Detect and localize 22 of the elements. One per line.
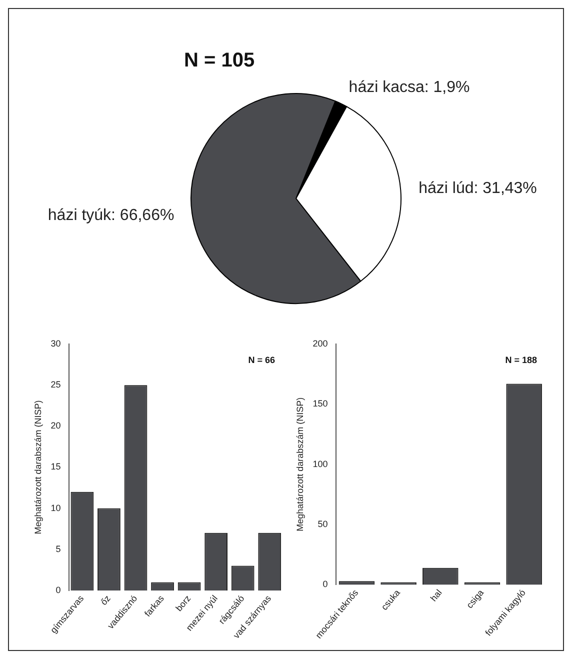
slice-label: házi kacsa: 1,9% xyxy=(348,78,470,96)
y-tick-label: 20 xyxy=(50,420,61,431)
y-tick-label: 0 xyxy=(322,579,328,590)
y-tick-label: 15 xyxy=(50,462,61,472)
chart-title: N = 105 xyxy=(184,50,255,72)
y-tick-label: 0 xyxy=(56,584,61,595)
y-tick-label: 25 xyxy=(50,380,61,390)
y-tick-label: 200 xyxy=(312,338,328,348)
y-tick-label: 5 xyxy=(56,544,61,554)
y-tick-label: 30 xyxy=(50,338,61,348)
y-tick-label: 10 xyxy=(50,502,61,513)
y-axis-title: Meghatározott darabszám (NISP) xyxy=(32,400,43,534)
y-tick-label: 50 xyxy=(318,519,328,530)
annotation: N = 188 xyxy=(505,354,537,365)
x-tick-label: őz xyxy=(98,592,113,608)
slice-label: házi tyúk: 66,66% xyxy=(48,207,174,224)
annotation: N = 66 xyxy=(248,354,275,365)
y-tick-label: 150 xyxy=(312,398,328,409)
y-axis-title: Meghatározott darabszám (NISP) xyxy=(294,397,305,532)
slice-label: házi lúd: 31,43% xyxy=(418,180,537,198)
y-tick-label: 100 xyxy=(312,458,328,469)
x-tick-label: hal xyxy=(428,588,444,604)
